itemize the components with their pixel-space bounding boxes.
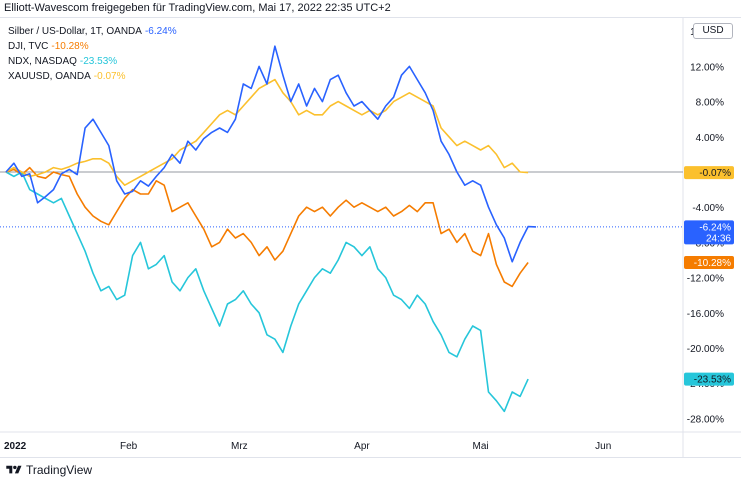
tradingview-brand: TradingView	[26, 463, 93, 477]
header-bar: Elliott-Wavescom freigegeben für Trading…	[0, 0, 741, 18]
legend-row[interactable]: Silber / US-Dollar, 1T, OANDA -6.24%	[8, 24, 177, 39]
legend-row[interactable]: DJI, TVC -10.28%	[8, 39, 177, 54]
legend-series-name: Silber / US-Dollar, 1T, OANDA	[8, 26, 142, 37]
tradingview-logo-icon	[6, 465, 22, 474]
legend-series-name: XAUUSD, OANDA	[8, 71, 91, 82]
legend-row[interactable]: XAUUSD, OANDA -0.07%	[8, 69, 177, 84]
legend-series-change: -10.28%	[51, 41, 89, 52]
currency-button[interactable]: USD	[693, 23, 733, 39]
legend-series-change: -23.53%	[79, 56, 118, 67]
tradingview-logo[interactable]: TradingView	[6, 463, 92, 477]
legend: Silber / US-Dollar, 1T, OANDA -6.24% DJI, …	[8, 24, 177, 84]
chart-frame[interactable]	[0, 18, 741, 458]
legend-series-change: -0.07%	[93, 71, 126, 82]
legend-series-name: DJI, TVC	[8, 41, 49, 52]
share-caption: Elliott-Wavescom freigegeben für Trading…	[4, 2, 391, 14]
legend-series-change: -6.24%	[144, 26, 177, 37]
legend-row[interactable]: NDX, NASDAQ -23.53%	[8, 54, 177, 69]
legend-series-name: NDX, NASDAQ	[8, 56, 77, 67]
